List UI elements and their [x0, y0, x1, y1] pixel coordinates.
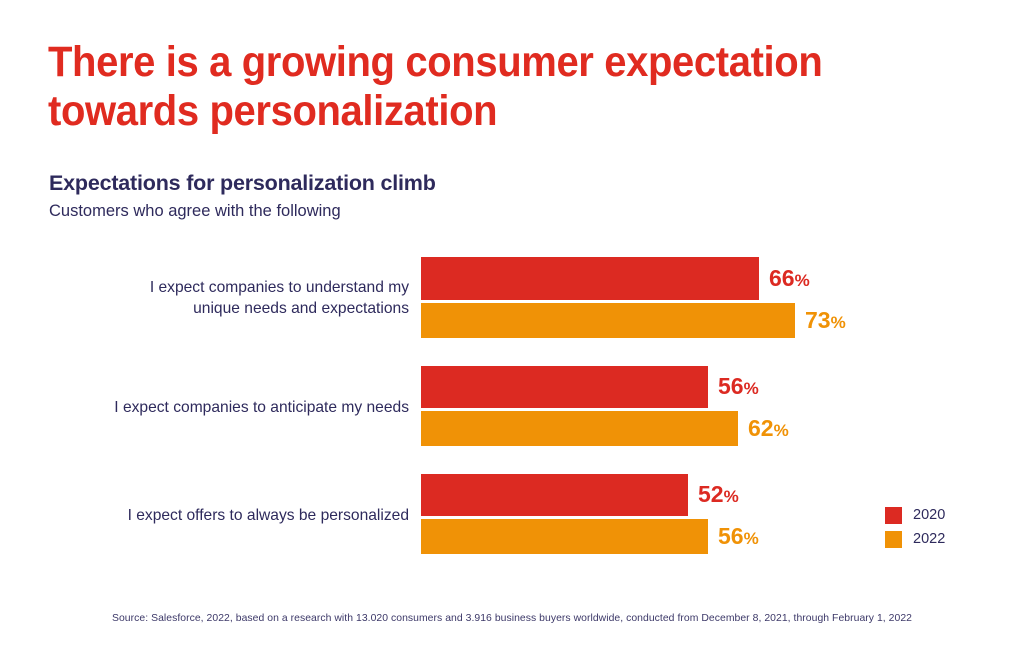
bar-2020[interactable] [421, 366, 708, 408]
category-label-line: I expect companies to anticipate my need… [114, 399, 409, 416]
category-label: I expect companies to understand my uniq… [79, 277, 409, 319]
bar-value-2020: 52% [698, 483, 739, 506]
bar-2022[interactable] [421, 411, 738, 446]
bar-2020[interactable] [421, 474, 688, 516]
bar-2022[interactable] [421, 303, 795, 338]
legend-swatch-2022-icon [885, 530, 902, 548]
category-label: I expect offers to always be personalize… [79, 505, 409, 526]
legend-item-2022[interactable]: 2022 [885, 527, 945, 551]
bar-value-number: 62 [748, 414, 774, 441]
bar-2022[interactable] [421, 519, 708, 554]
page-title: There is a growing consumer expectation … [48, 38, 823, 135]
bar-value-number: 56 [718, 522, 744, 549]
bar-track: 56% [421, 366, 759, 408]
legend-label-2022: 2022 [913, 530, 946, 547]
legend-swatch-2020-icon [885, 506, 902, 524]
category-label: I expect companies to anticipate my need… [79, 397, 409, 418]
percent-sign: % [773, 420, 789, 440]
bar-value-number: 66 [769, 264, 795, 291]
bar-value-number: 73 [805, 306, 831, 333]
bar-track: 66% [421, 257, 810, 300]
legend-item-2020[interactable]: 2020 [885, 503, 945, 527]
percent-sign: % [743, 379, 759, 399]
percent-sign: % [794, 270, 810, 290]
chart-heading: Expectations for personalization climb [49, 171, 436, 195]
percent-sign: % [830, 312, 846, 332]
bar-value-2020: 66% [769, 264, 810, 291]
chart-subheading: Customers who agree with the following [49, 202, 341, 220]
bar-track: 62% [421, 411, 789, 446]
bar-value-2022: 56% [718, 522, 759, 549]
bar-track: 52% [421, 474, 739, 516]
source-footnote: Source: Salesforce, 2022, based on a res… [112, 613, 912, 624]
legend-label-2020: 2020 [913, 506, 946, 523]
category-label-line: I expect companies to understand my [149, 279, 409, 296]
category-label-line: unique needs and expectations [193, 300, 409, 317]
bar-track: 56% [421, 519, 759, 554]
chart-legend: 2020 2022 [885, 503, 945, 551]
percent-sign: % [743, 528, 759, 548]
bar-2020[interactable] [421, 257, 759, 300]
bar-value-2020: 56% [718, 375, 759, 398]
category-label-line: I expect offers to always be personalize… [127, 507, 409, 524]
bar-track: 73% [421, 303, 846, 338]
bar-value-number: 56 [718, 373, 744, 400]
bar-value-number: 52 [698, 481, 724, 508]
bar-value-2022: 73% [805, 306, 846, 333]
bar-value-2022: 62% [748, 414, 789, 441]
percent-sign: % [723, 487, 739, 507]
